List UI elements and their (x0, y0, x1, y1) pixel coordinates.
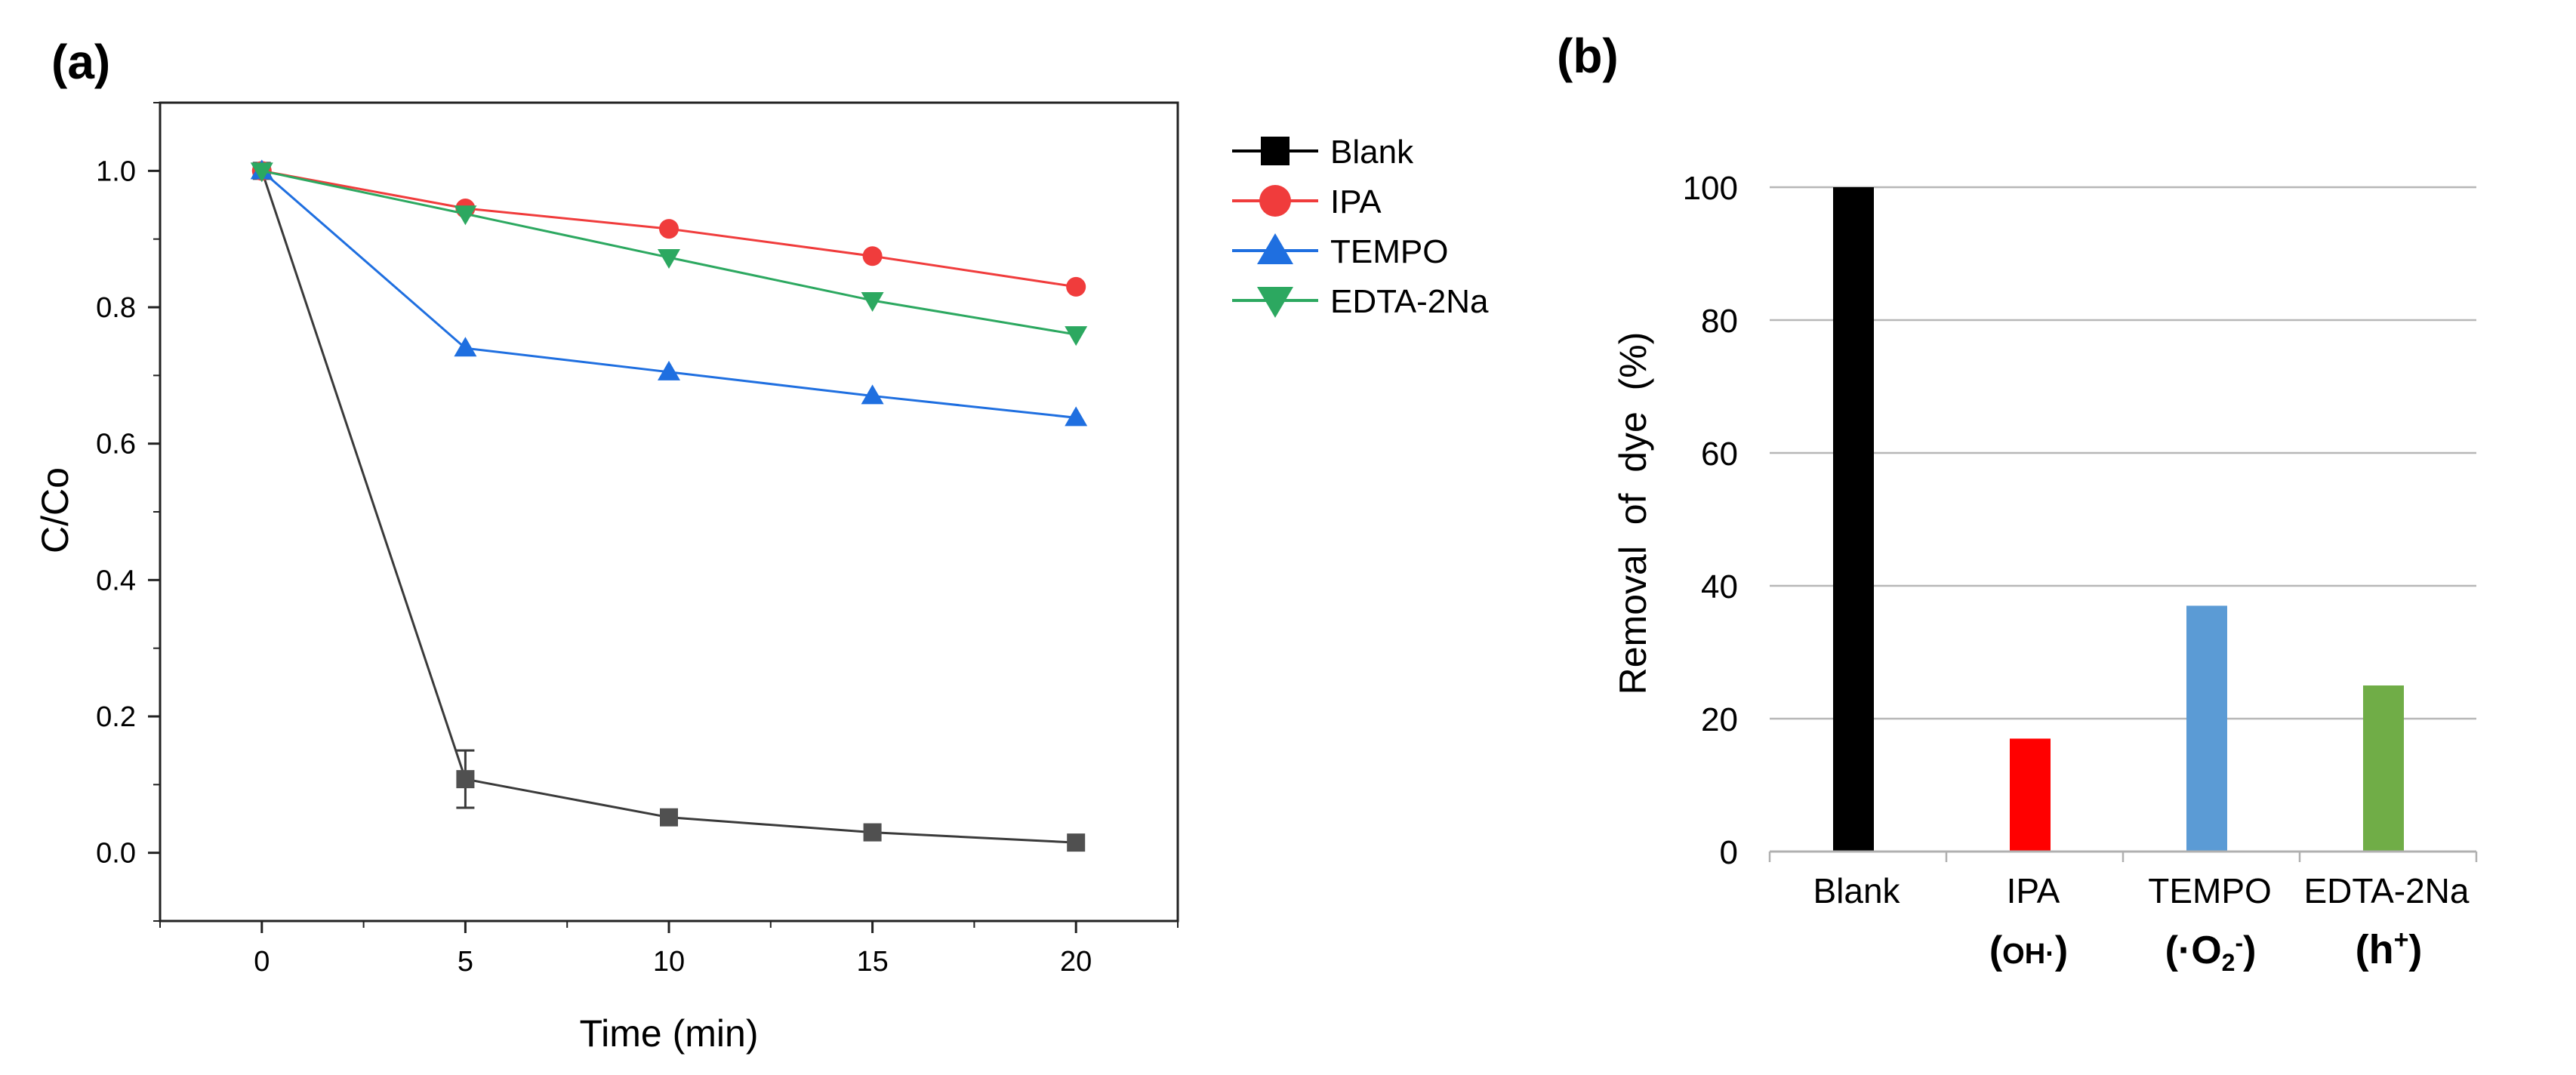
series-edta-2na (250, 162, 1088, 347)
panel-a: (a) 0 5 10 15 20 0.0 0.2 0.4 0.6 0.8 1.0 Time (mi… (34, 35, 1489, 1055)
y-tick-label: 0.4 (96, 565, 136, 596)
species-label-ipa: (OH·) (1989, 929, 2068, 972)
data-point-edta-2na (454, 205, 477, 226)
data-point-ipa (659, 219, 679, 239)
x-tick-label-ipa: IPA (2007, 871, 2060, 910)
y-tick-label: 60 (1701, 436, 1738, 473)
panel-a-y-axis-label: C/Co (34, 467, 76, 553)
panel-b: (b) 0 20 40 60 80 100 Blank IPA TEMPO EDTA-2Na R… (1557, 29, 2478, 976)
legend-label-edta-2na: EDTA-2Na (1330, 283, 1489, 320)
y-tick-label: 0.0 (96, 838, 136, 870)
y-tick-label: 0.6 (96, 429, 136, 460)
data-point-tempo (658, 360, 680, 380)
x-tick-label-tempo: TEMPO (2148, 871, 2272, 910)
legend-entry-blank: Blank (1232, 134, 1414, 171)
legend-marker-edta-2na (1257, 287, 1293, 318)
series-ipa (251, 161, 1086, 297)
panel-b-species-labels: (OH·) (·O2-) (h+) (1989, 926, 2423, 976)
data-point-tempo (454, 337, 477, 357)
panel-a-x-axis: 0 5 10 15 20 (159, 921, 1179, 978)
x-tick-label-edta-2na: EDTA-2Na (2304, 871, 2470, 910)
y-tick-label: 100 (1683, 170, 1738, 207)
panel-b-bars (1833, 187, 2404, 852)
panel-b-label: (b) (1557, 29, 1619, 83)
data-point-ipa (862, 246, 883, 266)
bar-blank (1833, 187, 1874, 852)
x-tick-label: 15 (856, 946, 888, 978)
data-point-blank (456, 770, 475, 789)
legend-label-ipa: IPA (1330, 183, 1382, 220)
panel-a-y-axis: 0.0 0.2 0.4 0.6 0.8 1.0 (96, 102, 160, 922)
x-tick-label: 5 (458, 946, 473, 978)
data-point-blank (1067, 833, 1086, 852)
panel-b-gridlines (1770, 186, 2476, 720)
legend-marker-blank (1261, 137, 1290, 165)
y-tick-label: 80 (1701, 303, 1738, 340)
data-point-blank (660, 808, 678, 827)
x-tick-label-blank: Blank (1813, 871, 1900, 910)
legend-label-blank: Blank (1330, 134, 1414, 171)
data-point-edta-2na (861, 291, 884, 312)
y-tick-label: 0.8 (96, 292, 136, 324)
y-tick-label: 0 (1720, 834, 1738, 871)
data-point-tempo (1065, 406, 1088, 427)
series-tempo (250, 159, 1088, 427)
legend-marker-ipa (1259, 185, 1291, 217)
bar-ipa (2010, 738, 2051, 852)
series-line-blank (260, 170, 1077, 844)
panel-a-series (250, 159, 1088, 852)
data-point-ipa (1066, 276, 1086, 297)
legend-entry-edta-2na: EDTA-2Na (1232, 283, 1489, 320)
bar-edta-2na (2363, 685, 2404, 852)
data-point-edta-2na (1065, 326, 1088, 347)
species-label-edta-2na: (h+) (2356, 926, 2423, 972)
legend-entry-tempo: TEMPO (1232, 233, 1448, 270)
data-point-edta-2na (250, 162, 273, 183)
y-tick-label: 1.0 (96, 156, 136, 187)
data-point-tempo (861, 384, 884, 405)
series-line-tempo (260, 170, 1077, 419)
legend-label-tempo: TEMPO (1330, 233, 1448, 270)
y-tick-label: 20 (1701, 701, 1738, 738)
bar-tempo (2186, 605, 2227, 852)
legend-entry-ipa: IPA (1232, 183, 1382, 220)
y-tick-label: 40 (1701, 568, 1738, 605)
x-tick-label: 10 (653, 946, 685, 978)
panel-a-x-axis-label: Time (min) (579, 1012, 758, 1055)
data-point-blank (863, 823, 882, 842)
data-point-edta-2na (658, 249, 680, 270)
panel-a-label: (a) (51, 35, 110, 89)
panel-b-y-axis-label: Removal of dye (%) (1612, 332, 1654, 695)
legend-marker-tempo (1257, 233, 1293, 264)
panel-b-x-axis: Blank IPA TEMPO EDTA-2Na (1768, 852, 2478, 910)
x-tick-label: 20 (1060, 946, 1092, 978)
panel-a-legend: Blank IPA TEMPO EDTA-2Na (1232, 134, 1489, 320)
panel-b-y-axis: 0 20 40 60 80 100 (1683, 170, 1738, 871)
y-tick-label: 0.2 (96, 701, 136, 733)
x-tick-label: 0 (254, 946, 270, 978)
species-label-tempo: (·O2-) (2165, 929, 2257, 976)
